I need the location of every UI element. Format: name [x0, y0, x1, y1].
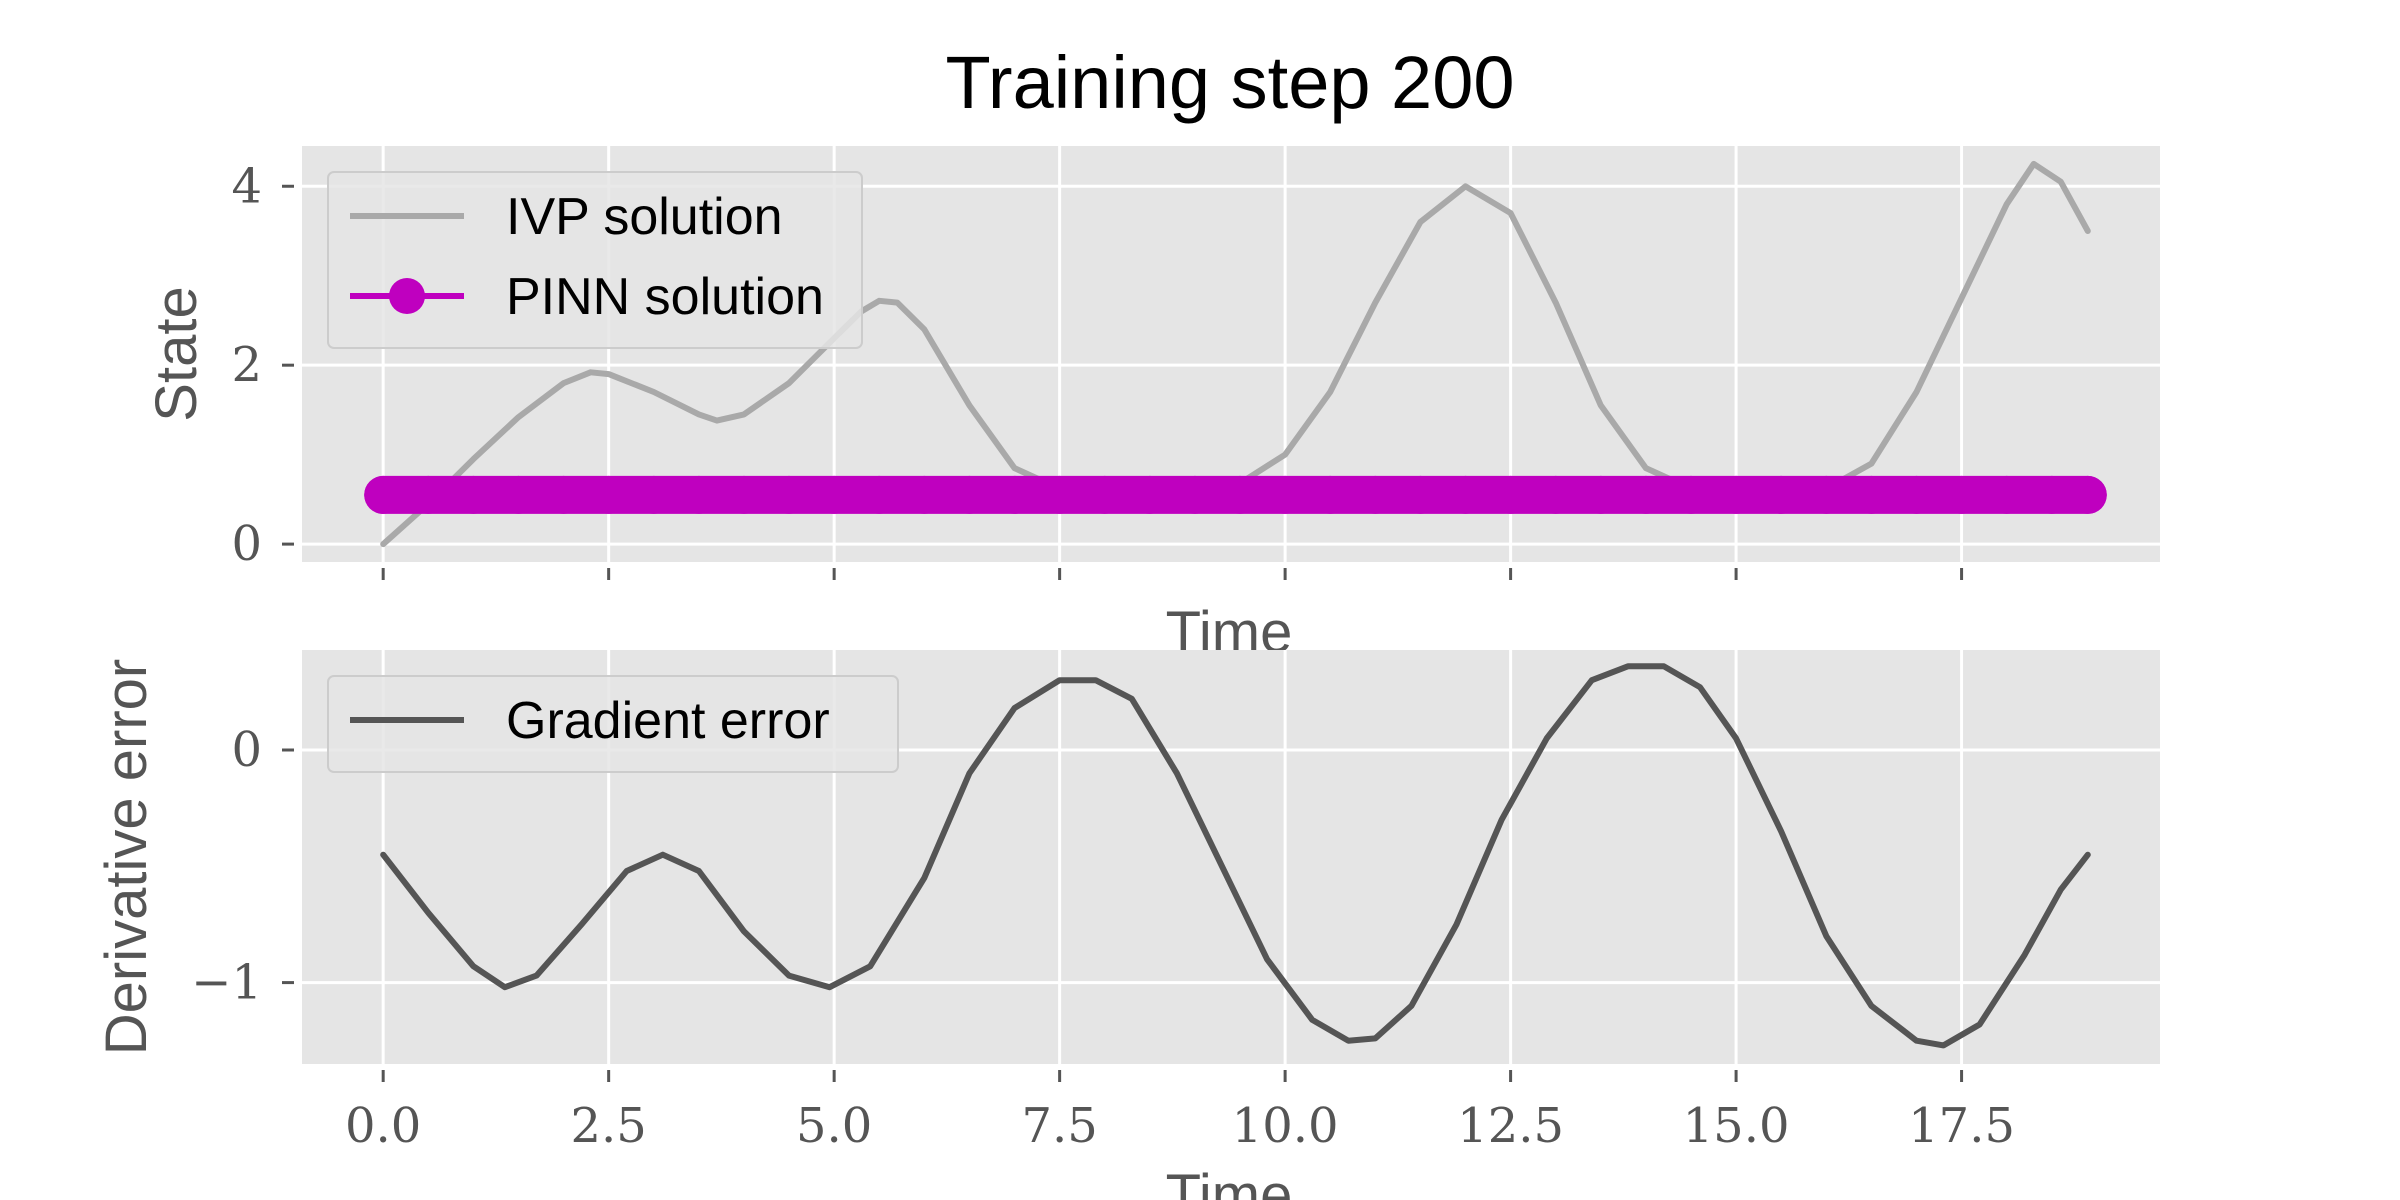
y-axis-label: Derivative error — [94, 659, 159, 1055]
x-tick-label: 10.0 — [1232, 1098, 1339, 1154]
legend-marker — [389, 278, 425, 314]
y-axis-label: State — [144, 286, 209, 421]
legend-label: IVP solution — [506, 188, 783, 246]
derivative-error-axes: 0.0 2.5 5.0 7.5 10.0 12.5 15.0 17.5 −1 0 Time Deriv… — [94, 650, 2160, 1200]
x-tick-label: 5.0 — [796, 1098, 872, 1154]
legend-box — [327, 675, 899, 773]
y-tick-label: 0 — [231, 516, 262, 572]
y-tick-label: −1 — [191, 955, 262, 1011]
x-tick-label: 0.0 — [345, 1098, 421, 1154]
x-tick-label: 15.0 — [1683, 1098, 1790, 1154]
x-tick-label: 17.5 — [1908, 1098, 2015, 1154]
x-tick-label: 2.5 — [570, 1098, 646, 1154]
x-tick-label: 12.5 — [1457, 1098, 1564, 1154]
legend-label: Gradient error — [506, 692, 830, 750]
x-axis-label: Time — [1166, 1163, 1293, 1200]
series-line — [380, 663, 2091, 1049]
figure-title: Training step 200 — [945, 41, 1514, 124]
x-tick-label: 7.5 — [1021, 1098, 1097, 1154]
y-tick-label: 0 — [231, 722, 262, 778]
y-tick-label: 4 — [231, 158, 262, 214]
y-tick-label: 2 — [231, 337, 262, 393]
legend-label: PINN solution — [506, 268, 824, 326]
